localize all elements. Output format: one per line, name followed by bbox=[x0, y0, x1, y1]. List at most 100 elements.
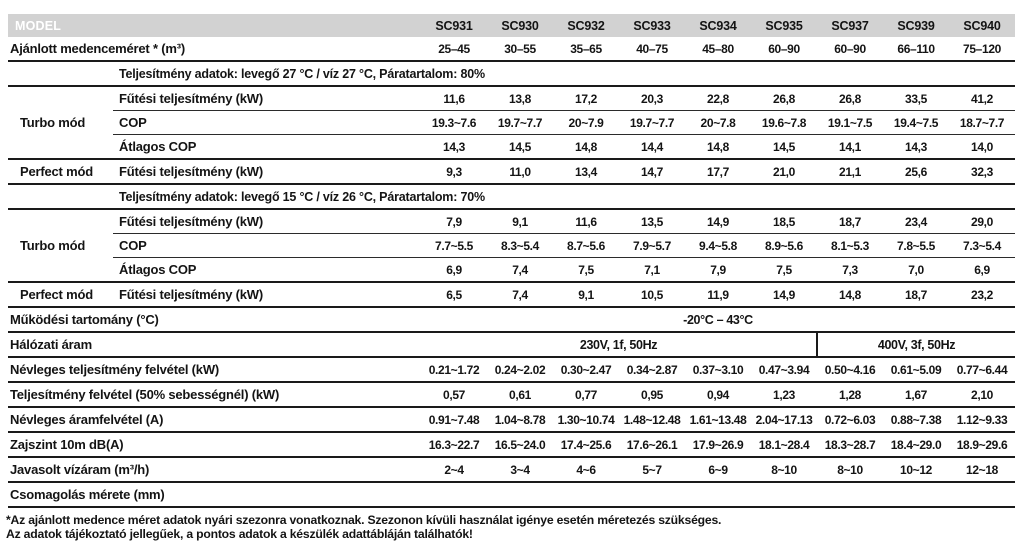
value-cell: 6,9 bbox=[421, 258, 487, 283]
value-cell: 7,4 bbox=[487, 258, 553, 283]
value-cell: 0.61~5.09 bbox=[883, 357, 949, 382]
model-header-cell: MODEL bbox=[8, 14, 421, 37]
value-cell: 22,8 bbox=[685, 86, 751, 111]
value-cell: 14,9 bbox=[685, 209, 751, 234]
table-row: Teljesítmény adatok: levegő 15 °C / víz … bbox=[8, 184, 1015, 209]
value-cell: 0.37~3.10 bbox=[685, 357, 751, 382]
value-cell: 14,7 bbox=[619, 159, 685, 184]
value-cell: 19.4~7.5 bbox=[883, 111, 949, 135]
table-row: Teljesítmény felvétel (50% sebességnél) … bbox=[8, 382, 1015, 407]
row-label: Fűtési teljesítmény (kW) bbox=[113, 159, 421, 184]
value-cell: 7.8~5.5 bbox=[883, 234, 949, 258]
value-cell: 66–110 bbox=[883, 37, 949, 61]
value-cell: 14,1 bbox=[817, 135, 883, 160]
value-cell: 8~10 bbox=[751, 457, 817, 482]
value-cell: 11,6 bbox=[553, 209, 619, 234]
value-cell: 13,8 bbox=[487, 86, 553, 111]
value-cell: 0.47~3.94 bbox=[751, 357, 817, 382]
row-label: Teljesítmény felvétel (50% sebességnél) … bbox=[8, 382, 421, 407]
model-cell: SC940 bbox=[949, 14, 1015, 37]
value-cell: 0,77 bbox=[553, 382, 619, 407]
power-supply-cell: 230V, 1f, 50Hz bbox=[421, 332, 817, 357]
group-label: Perfect mód bbox=[8, 159, 113, 184]
value-cell: 13,5 bbox=[619, 209, 685, 234]
value-cell: 0.34~2.87 bbox=[619, 357, 685, 382]
section-label: Teljesítmény adatok: levegő 15 °C / víz … bbox=[113, 184, 1015, 209]
value-cell: 9.4~5.8 bbox=[685, 234, 751, 258]
value-cell: 17.6~26.1 bbox=[619, 432, 685, 457]
value-cell: 10~12 bbox=[883, 457, 949, 482]
row-label: Hálózati áram bbox=[8, 332, 421, 357]
value-cell: 0.91~7.48 bbox=[421, 407, 487, 432]
value-cell: 0,61 bbox=[487, 382, 553, 407]
row-label: Átlagos COP bbox=[113, 258, 421, 283]
value-cell: 7.7~5.5 bbox=[421, 234, 487, 258]
value-cell: 19.1~7.5 bbox=[817, 111, 883, 135]
value-cell: 19.7~7.7 bbox=[487, 111, 553, 135]
value-cell: 7,9 bbox=[421, 209, 487, 234]
value-cell: 26,8 bbox=[751, 86, 817, 111]
model-cell: SC939 bbox=[883, 14, 949, 37]
value-cell: 17.9~26.9 bbox=[685, 432, 751, 457]
value-cell: 33,5 bbox=[883, 86, 949, 111]
value-cell: 14,3 bbox=[883, 135, 949, 160]
value-cell: 4~6 bbox=[553, 457, 619, 482]
value-cell: 11,0 bbox=[487, 159, 553, 184]
group-label: Turbo mód bbox=[8, 209, 113, 282]
value-cell: 0.21~1.72 bbox=[421, 357, 487, 382]
value-cell: 8.1~5.3 bbox=[817, 234, 883, 258]
model-cell: SC937 bbox=[817, 14, 883, 37]
value-cell: 1.61~13.48 bbox=[685, 407, 751, 432]
value-cell: 18,7 bbox=[817, 209, 883, 234]
value-cell: 14,8 bbox=[817, 282, 883, 307]
value-cell: 25–45 bbox=[421, 37, 487, 61]
value-cell: 20~7.9 bbox=[553, 111, 619, 135]
value-cell: 0,57 bbox=[421, 382, 487, 407]
row-label: Névleges áramfelvétel (A) bbox=[8, 407, 421, 432]
wide-value-cell: -20°C – 43°C bbox=[421, 307, 1015, 332]
empty-value-cell bbox=[421, 482, 1015, 507]
value-cell: 41,2 bbox=[949, 86, 1015, 111]
value-cell: 1.48~12.48 bbox=[619, 407, 685, 432]
group-label: Perfect mód bbox=[8, 282, 113, 307]
value-cell: 8.7~5.6 bbox=[553, 234, 619, 258]
power-supply-cell: 400V, 3f, 50Hz bbox=[817, 332, 1015, 357]
value-cell: 7,1 bbox=[619, 258, 685, 283]
value-cell: 1.04~8.78 bbox=[487, 407, 553, 432]
section-label: Teljesítmény adatok: levegő 27 °C / víz … bbox=[113, 61, 1015, 86]
value-cell: 14,5 bbox=[751, 135, 817, 160]
model-cell: SC931 bbox=[421, 14, 487, 37]
row-label: Névleges teljesítmény felvétel (kW) bbox=[8, 357, 421, 382]
value-cell: 7,0 bbox=[883, 258, 949, 283]
footnotes: *Az ajánlott medence méret adatok nyári … bbox=[6, 514, 1015, 541]
row-label: Fűtési teljesítmény (kW) bbox=[113, 209, 421, 234]
row-label: Fűtési teljesítmény (kW) bbox=[113, 86, 421, 111]
value-cell: 6,9 bbox=[949, 258, 1015, 283]
value-cell: 35–65 bbox=[553, 37, 619, 61]
value-cell: 20~7.8 bbox=[685, 111, 751, 135]
value-cell: 75–120 bbox=[949, 37, 1015, 61]
value-cell: 9,3 bbox=[421, 159, 487, 184]
value-cell: 0.50~4.16 bbox=[817, 357, 883, 382]
row-label: Zajszint 10m dB(A) bbox=[8, 432, 421, 457]
value-cell: 26,8 bbox=[817, 86, 883, 111]
value-cell: 11,6 bbox=[421, 86, 487, 111]
value-cell: 19.7~7.7 bbox=[619, 111, 685, 135]
value-cell: 7,5 bbox=[553, 258, 619, 283]
value-cell: 2.04~17.13 bbox=[751, 407, 817, 432]
value-cell: 60–90 bbox=[817, 37, 883, 61]
value-cell: 18,7 bbox=[883, 282, 949, 307]
table-row: Névleges teljesítmény felvétel (kW)0.21~… bbox=[8, 357, 1015, 382]
value-cell: 7.9~5.7 bbox=[619, 234, 685, 258]
